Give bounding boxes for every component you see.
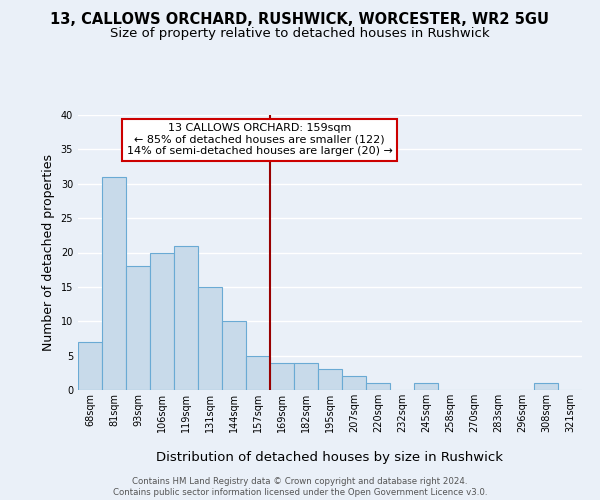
Text: Contains public sector information licensed under the Open Government Licence v3: Contains public sector information licen… <box>113 488 487 497</box>
Bar <box>198 287 222 390</box>
Text: 13 CALLOWS ORCHARD: 159sqm
← 85% of detached houses are smaller (122)
14% of sem: 13 CALLOWS ORCHARD: 159sqm ← 85% of deta… <box>127 123 392 156</box>
Bar <box>270 362 294 390</box>
Text: Contains HM Land Registry data © Crown copyright and database right 2024.: Contains HM Land Registry data © Crown c… <box>132 476 468 486</box>
Bar <box>414 383 438 390</box>
Bar <box>366 383 390 390</box>
Bar <box>294 362 318 390</box>
Bar <box>342 376 366 390</box>
Bar <box>150 252 174 390</box>
Text: Distribution of detached houses by size in Rushwick: Distribution of detached houses by size … <box>157 451 503 464</box>
Bar <box>318 370 342 390</box>
Bar <box>126 266 150 390</box>
Text: Size of property relative to detached houses in Rushwick: Size of property relative to detached ho… <box>110 28 490 40</box>
Bar <box>222 322 246 390</box>
Bar <box>102 177 126 390</box>
Bar <box>534 383 558 390</box>
Bar <box>174 246 198 390</box>
Bar <box>78 342 102 390</box>
Bar <box>246 356 270 390</box>
Text: 13, CALLOWS ORCHARD, RUSHWICK, WORCESTER, WR2 5GU: 13, CALLOWS ORCHARD, RUSHWICK, WORCESTER… <box>50 12 550 28</box>
Y-axis label: Number of detached properties: Number of detached properties <box>42 154 55 351</box>
